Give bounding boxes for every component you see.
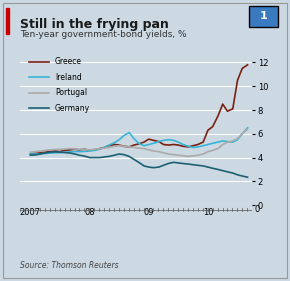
Text: 0: 0 (254, 205, 259, 214)
Text: Germany: Germany (55, 104, 90, 113)
Text: Source: Thomson Reuters: Source: Thomson Reuters (20, 261, 119, 270)
Text: Portugal: Portugal (55, 88, 87, 97)
Text: Ireland: Ireland (55, 73, 82, 82)
Text: Greece: Greece (55, 57, 82, 66)
Text: Still in the frying pan: Still in the frying pan (20, 18, 169, 31)
Text: 1: 1 (260, 11, 268, 21)
Text: Ten-year government-bond yields, %: Ten-year government-bond yields, % (20, 30, 187, 38)
